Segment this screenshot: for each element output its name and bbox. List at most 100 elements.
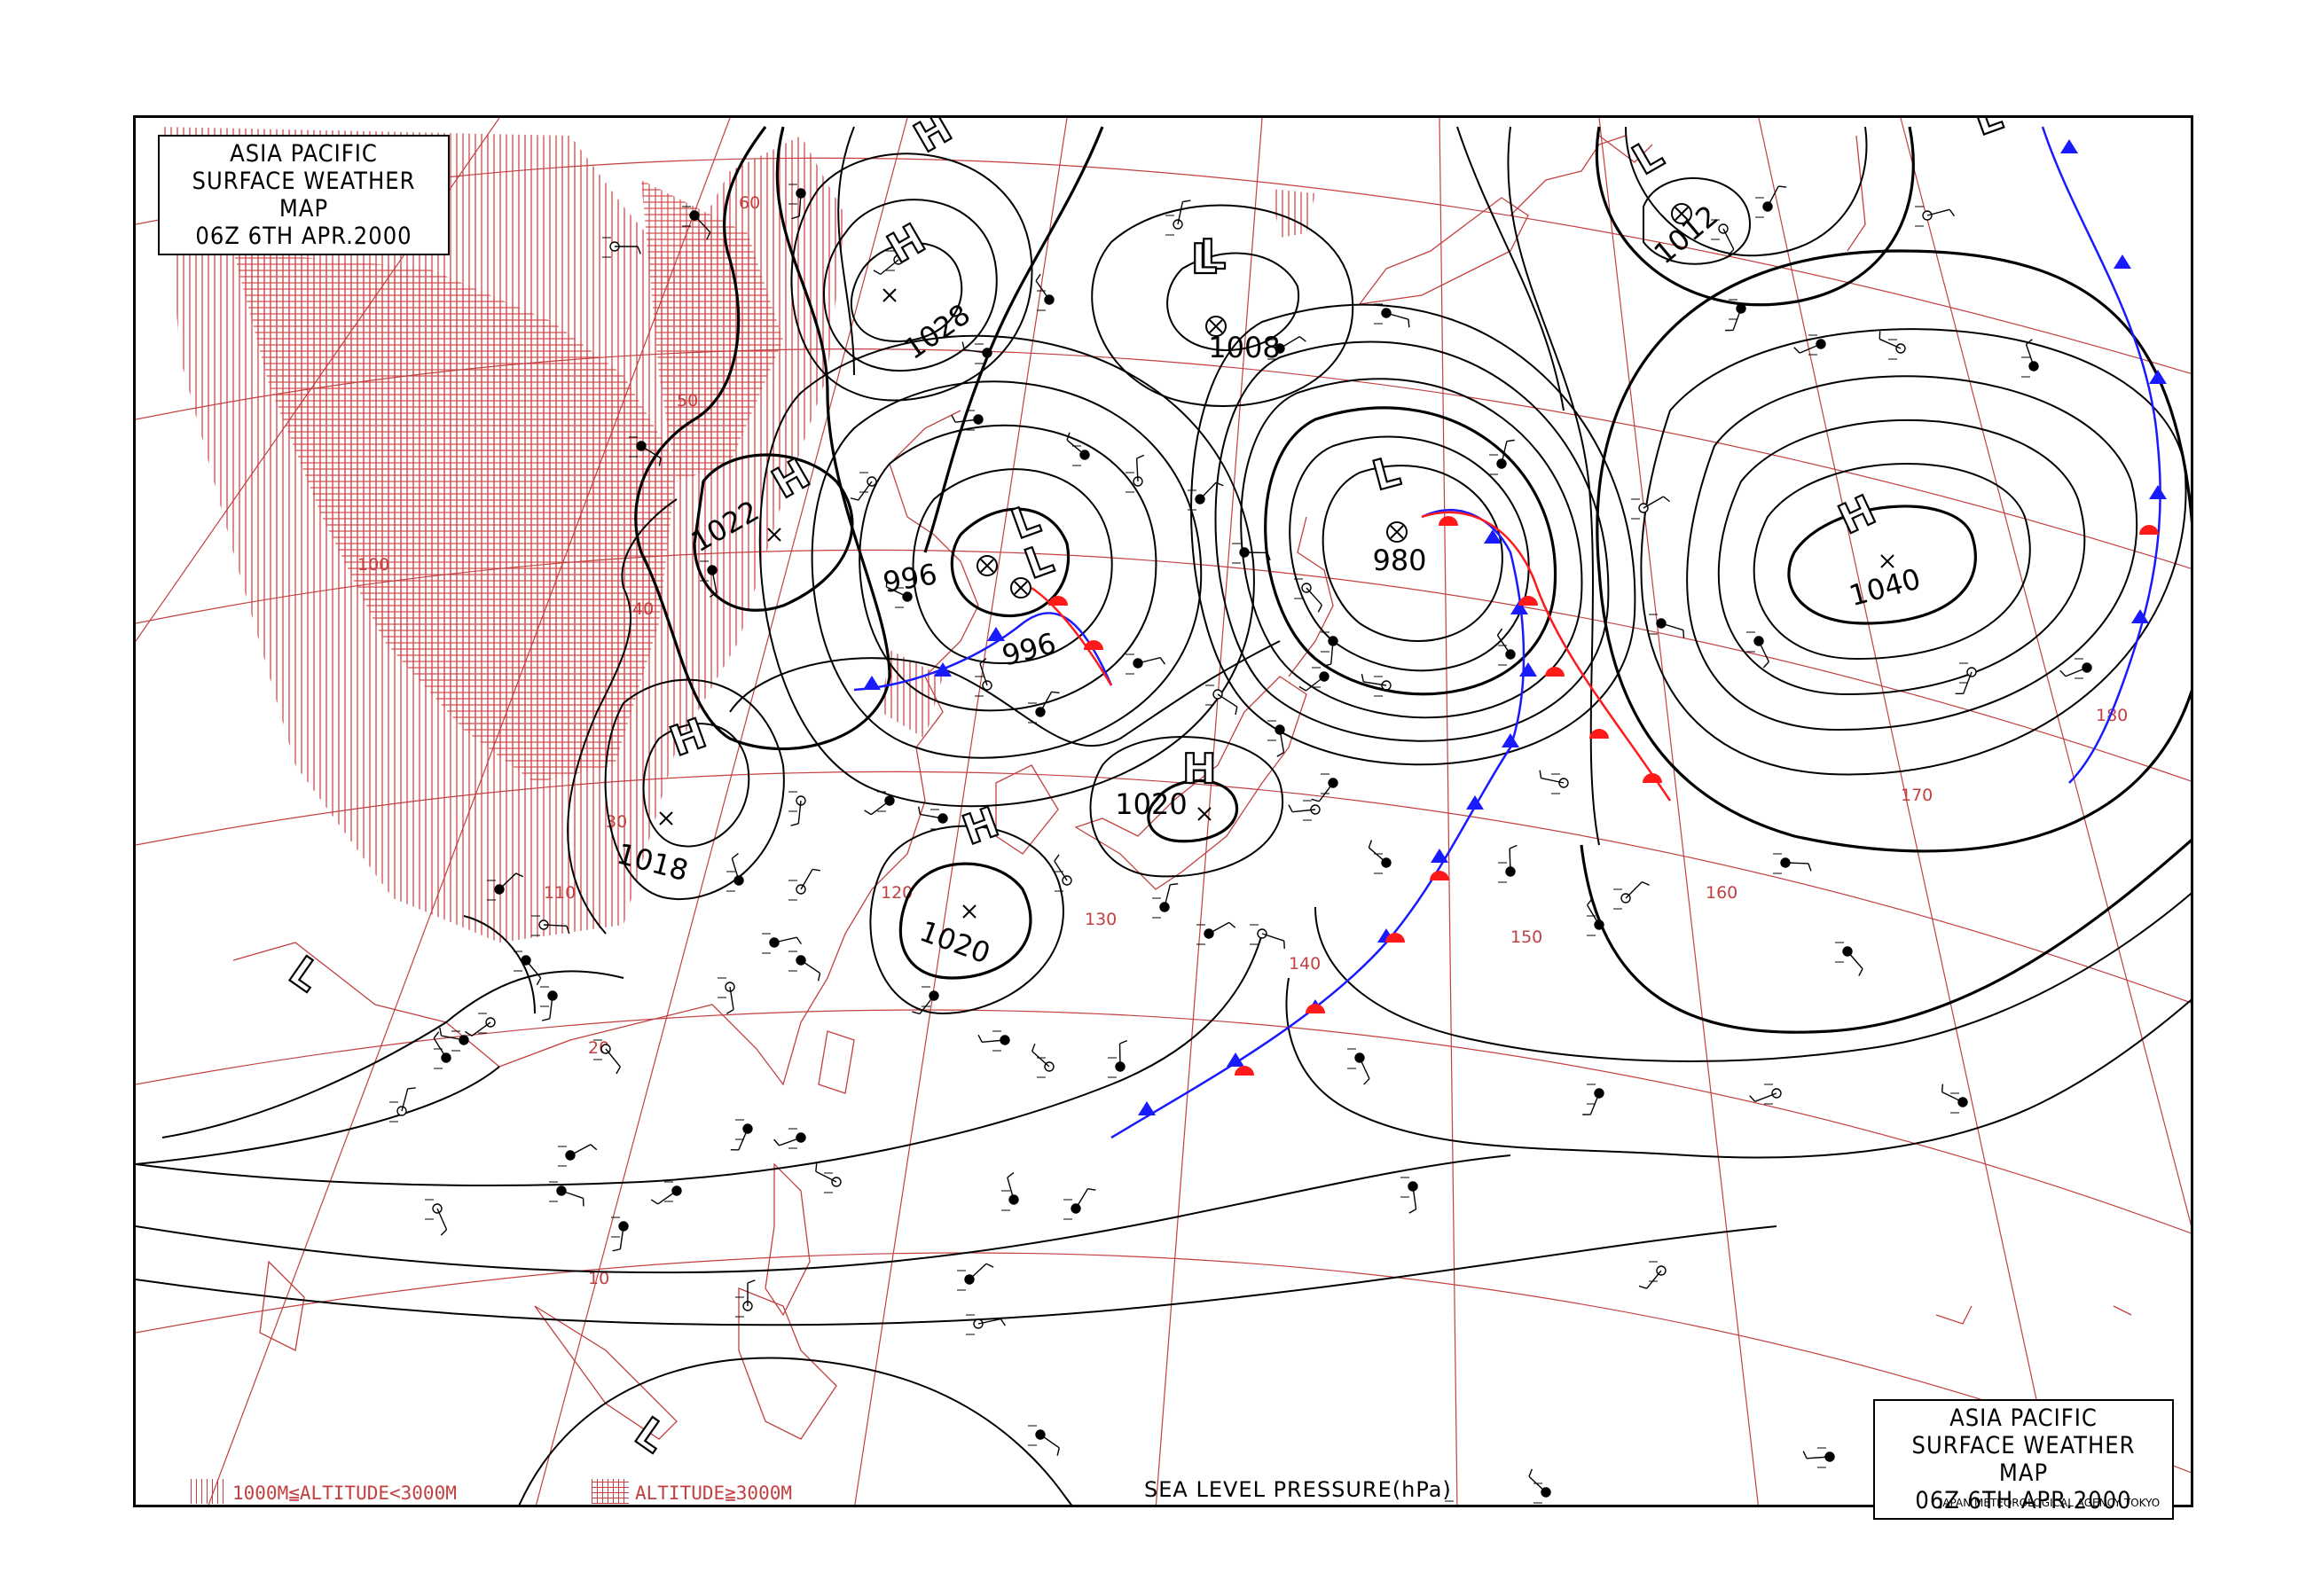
pressure-system-letter: H xyxy=(880,215,933,273)
wind-barb-flag xyxy=(2059,669,2067,677)
warm-front-semicircle xyxy=(1235,1066,1254,1076)
wind-barb xyxy=(1306,587,1322,606)
station-plot xyxy=(850,472,877,501)
station-plot xyxy=(1374,303,1410,328)
wind-barb xyxy=(605,1048,621,1068)
weather-map-frame: 60 50 40 30 20 10 100 110 120 130 140 150 160 170 180 xyxy=(133,115,2193,1507)
station-plot xyxy=(1066,432,1090,466)
wind-barb-flag xyxy=(706,231,711,240)
isobar-line xyxy=(136,1154,1511,1274)
wind-barb xyxy=(1879,338,1902,349)
pressure-center-cross xyxy=(767,528,781,542)
wind-barb-flag xyxy=(864,810,872,816)
wind-barb xyxy=(1164,884,1171,908)
wind-barb-flag xyxy=(1941,1084,1944,1092)
wind-barb xyxy=(1075,1188,1088,1209)
wind-barb xyxy=(886,586,908,598)
wind-barb xyxy=(1279,729,1285,753)
wind-barb xyxy=(2025,344,2035,367)
wind-barb-flag xyxy=(1368,840,1373,849)
station-plot xyxy=(1638,1261,1667,1289)
isobar-line xyxy=(136,933,1263,1186)
wind-barb xyxy=(498,872,517,890)
station-plot xyxy=(1711,219,1735,256)
pressure-system-letter: L xyxy=(1191,235,1217,283)
station-plot xyxy=(1915,206,1955,227)
pressure-system-low: L xyxy=(1966,118,2009,145)
latitude-line xyxy=(136,1252,2191,1474)
isobar-line xyxy=(1089,736,1284,878)
wind-barb xyxy=(1754,1092,1777,1102)
pressure-system-letter: L xyxy=(627,1408,676,1462)
isobar-line xyxy=(1147,778,1239,843)
wind-barb-flag xyxy=(1793,347,1800,354)
wind-barb-flag xyxy=(1311,798,1320,802)
longitude-line xyxy=(208,118,731,1505)
cold-front-triangle xyxy=(1519,662,1537,677)
wind-barb-flag xyxy=(1682,630,1685,638)
station-plot xyxy=(885,578,913,608)
warm-front-semicircle xyxy=(1439,516,1458,526)
station-plot xyxy=(682,206,711,240)
station-plot xyxy=(593,1039,621,1075)
wind-barb-flag xyxy=(1159,657,1165,665)
isobar-line xyxy=(1595,126,1915,307)
wind-barb-flag xyxy=(407,1087,416,1090)
wind-barb xyxy=(1039,691,1053,713)
station-plot xyxy=(951,410,984,431)
wind-barb xyxy=(1784,862,1809,864)
isobars xyxy=(136,126,2191,1505)
longitude-label: 170 xyxy=(1901,786,1933,805)
wind-barb-flag xyxy=(1087,1188,1096,1191)
map-title-line3: 06Z 6TH APR.2000 xyxy=(195,223,412,250)
wind-barb-flag xyxy=(912,1011,921,1015)
wind-barb-flag xyxy=(1007,1172,1015,1178)
station-plot xyxy=(465,1013,496,1037)
longitude-line xyxy=(1155,118,1263,1505)
wind-barb xyxy=(1208,921,1230,935)
station-plot xyxy=(1028,1425,1060,1456)
wind-barb-flag xyxy=(1408,319,1410,328)
wind-barb-flag xyxy=(1363,1078,1370,1085)
station-plot xyxy=(1498,844,1518,883)
pressure-value: 996 xyxy=(881,557,940,599)
station-plots xyxy=(389,184,2092,1504)
station-plot xyxy=(1368,840,1392,874)
wind-barb xyxy=(870,800,890,816)
wind-barb-flag xyxy=(961,341,965,350)
pressure-system-low: L xyxy=(280,946,331,1002)
isobar-line xyxy=(1456,126,1565,411)
wind-barb xyxy=(800,959,820,974)
isobar-line xyxy=(898,862,1032,980)
station-plot xyxy=(1188,481,1224,511)
wind-barb-flag xyxy=(951,414,956,423)
wind-barb xyxy=(1279,336,1300,349)
cold-front-triangle xyxy=(2149,485,2167,499)
wind-barb xyxy=(1318,782,1334,802)
isobar-line xyxy=(1507,126,1600,846)
isobar-line xyxy=(463,915,536,1014)
isobar-line xyxy=(1787,505,1977,625)
wind-barb xyxy=(1587,904,1600,926)
legend-swatch-mid-altitude xyxy=(191,1479,228,1504)
map-title-line3: 06Z 6TH APR.2000 xyxy=(1915,1487,2132,1514)
station-plot xyxy=(917,806,948,830)
station-plot xyxy=(957,1263,994,1291)
longitude-label: 120 xyxy=(881,883,913,903)
wind-barb-flag xyxy=(465,1030,473,1037)
station-plot xyxy=(718,977,735,1014)
pressure-center-circle xyxy=(977,555,998,576)
wind-barb xyxy=(1039,1434,1060,1449)
latitude-line xyxy=(136,549,2191,782)
station-plot xyxy=(2059,658,2092,679)
cold-front-triangle xyxy=(1431,849,1448,863)
wind-barb-flag xyxy=(726,1009,734,1014)
cold-front-triangle xyxy=(2060,139,2078,153)
station-plot xyxy=(1587,898,1604,936)
map-title-line2: SURFACE WEATHER MAP xyxy=(1911,1432,2136,1487)
station-plot xyxy=(788,868,821,901)
station-plot xyxy=(1298,667,1329,692)
wind-barb xyxy=(773,936,797,943)
pressure-center-cross xyxy=(962,904,977,919)
